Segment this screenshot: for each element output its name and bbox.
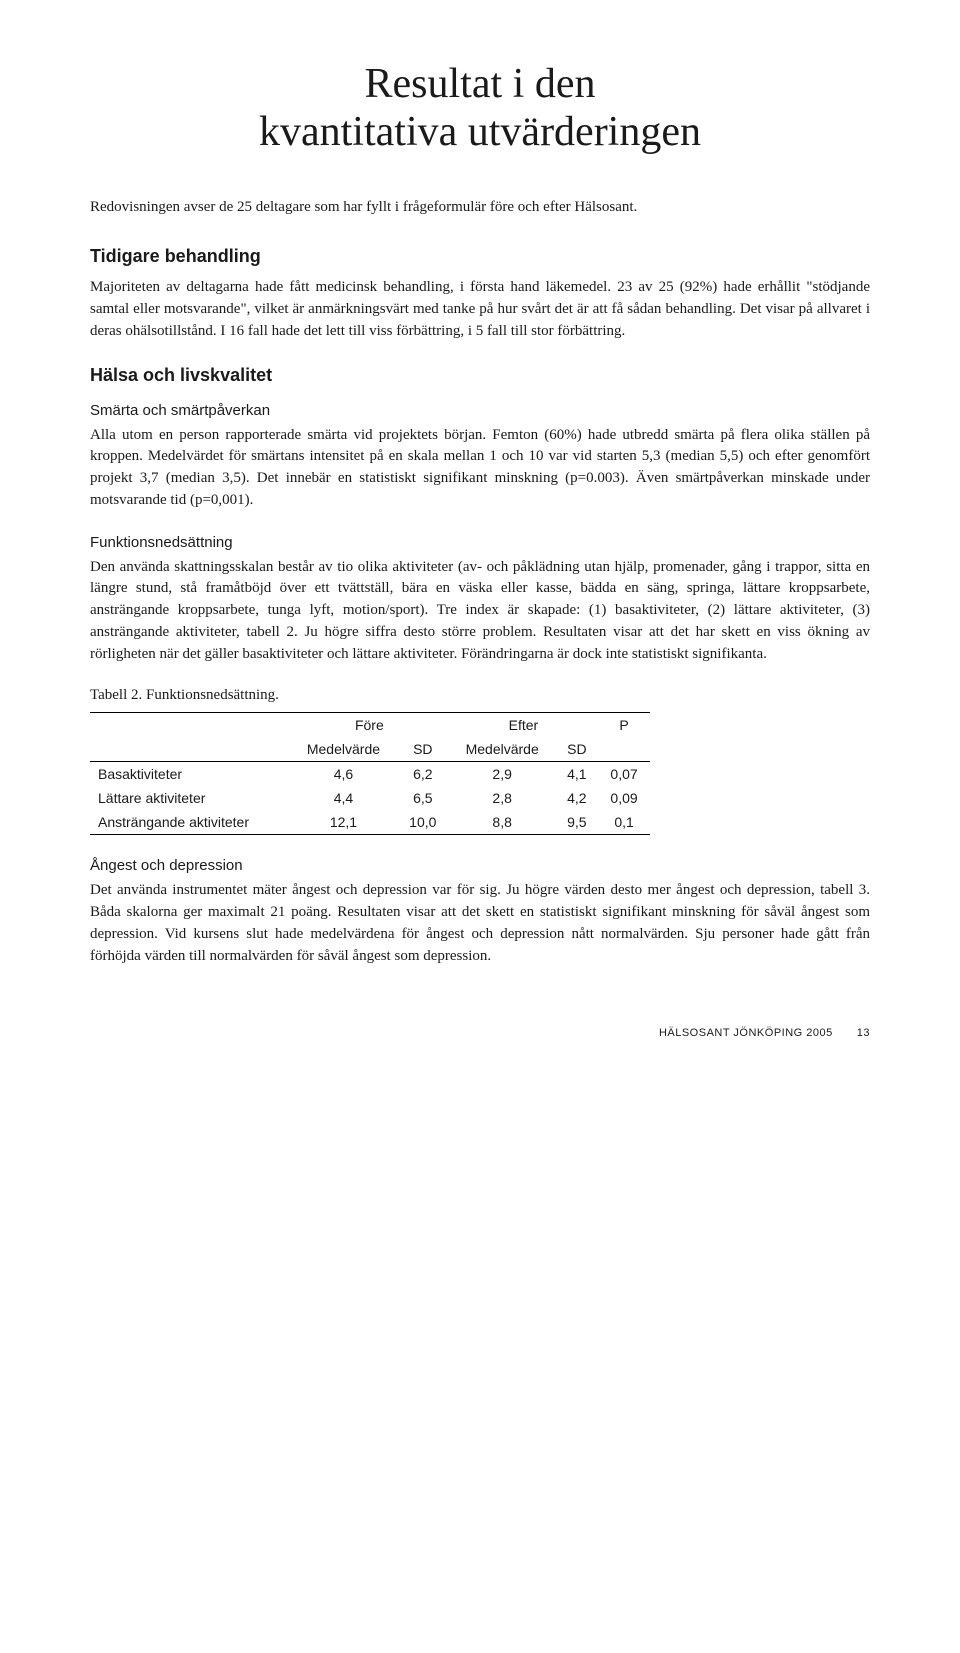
- footer-publication: HÄLSOSANT JÖNKÖPING 2005: [659, 1027, 833, 1039]
- page-footer: HÄLSOSANT JÖNKÖPING 2005 13: [90, 1027, 870, 1039]
- table2-sub-pblank: [598, 737, 650, 762]
- table-row: Ansträngande aktiviteter 12,1 10,0 8,8 9…: [90, 810, 650, 835]
- table-cell: Lättare aktiviteter: [90, 786, 290, 810]
- table-cell: 6,2: [397, 762, 449, 787]
- table-cell: 12,1: [290, 810, 397, 835]
- table-cell: 4,2: [556, 786, 599, 810]
- table2-sub-sd2: SD: [556, 737, 599, 762]
- subheading-smarta: Smärta och smärtpåverkan: [90, 402, 870, 419]
- table2-th-fore: Före: [290, 713, 449, 738]
- table-cell: 0,1: [598, 810, 650, 835]
- table2-th-p: P: [598, 713, 650, 738]
- heading-tidigare-behandling: Tidigare behandling: [90, 246, 870, 267]
- table2-sub-blank: [90, 737, 290, 762]
- table-cell: 0,09: [598, 786, 650, 810]
- body-smarta: Alla utom en person rapporterade smärta …: [90, 425, 870, 512]
- page-title: Resultat i denkvantitativa utvärderingen: [90, 60, 870, 157]
- table-row: Lättare aktiviteter 4,4 6,5 2,8 4,2 0,09: [90, 786, 650, 810]
- table-cell: 4,4: [290, 786, 397, 810]
- table-cell: Basaktiviteter: [90, 762, 290, 787]
- table-cell: 6,5: [397, 786, 449, 810]
- table-cell: 8,8: [449, 810, 556, 835]
- intro-paragraph: Redovisningen avser de 25 deltagare som …: [90, 197, 870, 219]
- table2-caption: Tabell 2. Funktionsnedsättning.: [90, 687, 870, 704]
- heading-halsa-livskvalitet: Hälsa och livskvalitet: [90, 365, 870, 386]
- table2-th-blank: [90, 713, 290, 738]
- table2-sub-sd1: SD: [397, 737, 449, 762]
- table-cell: 0,07: [598, 762, 650, 787]
- table2-sub-medel2: Medelvärde: [449, 737, 556, 762]
- table-cell: Ansträngande aktiviteter: [90, 810, 290, 835]
- subheading-funktionsnedsattning: Funktionsnedsättning: [90, 534, 870, 551]
- table-funktionsnedsattning: Före Efter P Medelvärde SD Medelvärde SD…: [90, 712, 650, 835]
- table-cell: 2,8: [449, 786, 556, 810]
- body-tidigare-behandling: Majoriteten av deltagarna hade fått medi…: [90, 277, 870, 342]
- body-angest-depression: Det använda instrumentet mäter ångest oc…: [90, 880, 870, 967]
- table-cell: 9,5: [556, 810, 599, 835]
- table2-sub-medel1: Medelvärde: [290, 737, 397, 762]
- table-cell: 4,1: [556, 762, 599, 787]
- table-cell: 2,9: [449, 762, 556, 787]
- table2-th-efter: Efter: [449, 713, 598, 738]
- table-cell: 10,0: [397, 810, 449, 835]
- subheading-angest-depression: Ångest och depression: [90, 857, 870, 874]
- table-row: Basaktiviteter 4,6 6,2 2,9 4,1 0,07: [90, 762, 650, 787]
- table-cell: 4,6: [290, 762, 397, 787]
- footer-page-number: 13: [857, 1027, 870, 1039]
- body-funktionsnedsattning: Den använda skattningsskalan består av t…: [90, 557, 870, 666]
